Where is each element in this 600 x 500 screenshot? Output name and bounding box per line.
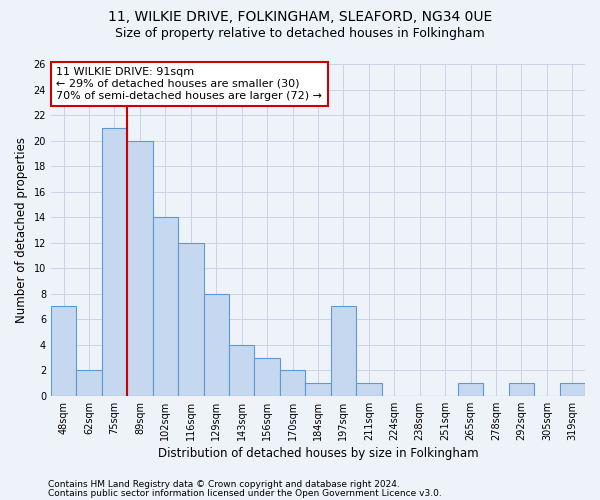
Bar: [51, 306, 76, 396]
Text: Contains HM Land Registry data © Crown copyright and database right 2024.: Contains HM Land Registry data © Crown c…: [48, 480, 400, 489]
Bar: [76, 370, 102, 396]
Bar: [280, 370, 305, 396]
Bar: [102, 128, 127, 396]
Text: 11 WILKIE DRIVE: 91sqm
← 29% of detached houses are smaller (30)
70% of semi-det: 11 WILKIE DRIVE: 91sqm ← 29% of detached…: [56, 68, 322, 100]
Text: 11, WILKIE DRIVE, FOLKINGHAM, SLEAFORD, NG34 0UE: 11, WILKIE DRIVE, FOLKINGHAM, SLEAFORD, …: [108, 10, 492, 24]
Bar: [458, 383, 483, 396]
X-axis label: Distribution of detached houses by size in Folkingham: Distribution of detached houses by size …: [158, 447, 478, 460]
Bar: [356, 383, 382, 396]
Bar: [509, 383, 534, 396]
Bar: [254, 358, 280, 396]
Bar: [152, 217, 178, 396]
Bar: [127, 140, 152, 396]
Bar: [560, 383, 585, 396]
Bar: [203, 294, 229, 396]
Y-axis label: Number of detached properties: Number of detached properties: [15, 137, 28, 323]
Bar: [229, 345, 254, 396]
Bar: [331, 306, 356, 396]
Text: Contains public sector information licensed under the Open Government Licence v3: Contains public sector information licen…: [48, 488, 442, 498]
Bar: [178, 242, 203, 396]
Text: Size of property relative to detached houses in Folkingham: Size of property relative to detached ho…: [115, 28, 485, 40]
Bar: [305, 383, 331, 396]
